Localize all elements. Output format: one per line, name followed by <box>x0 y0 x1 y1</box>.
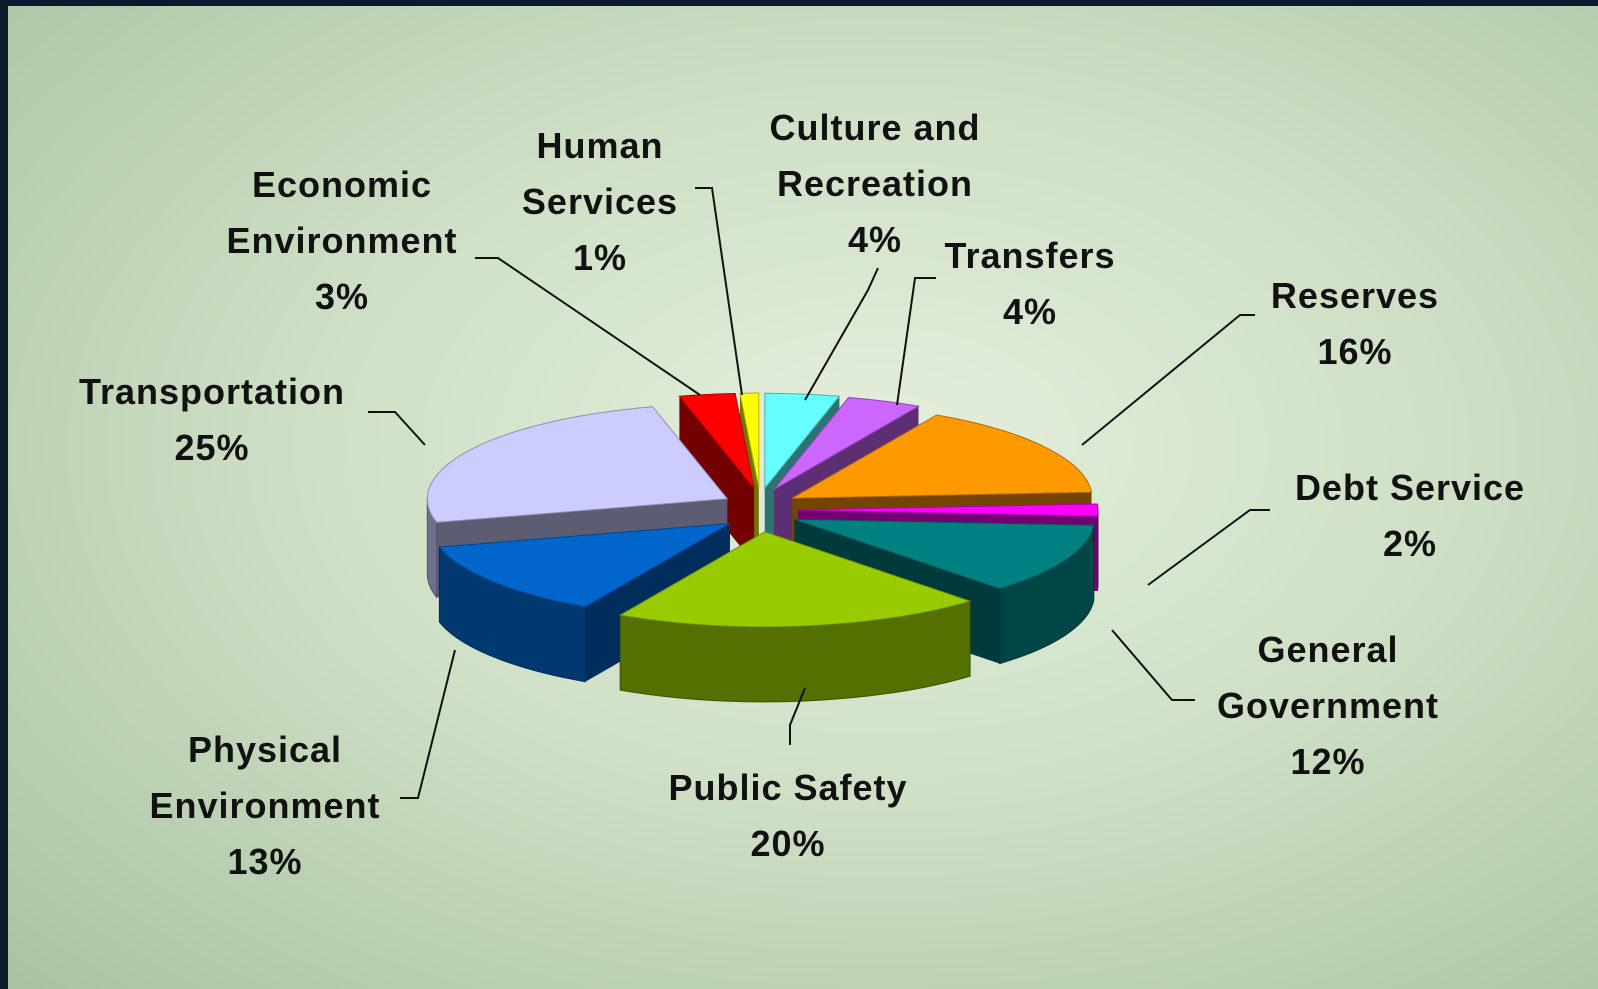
value-label: 12% <box>1188 734 1468 790</box>
category-label: Economic Environment <box>207 157 477 269</box>
category-label: Reserves <box>1245 268 1465 324</box>
value-label: 16% <box>1245 324 1465 380</box>
category-label: Debt Service <box>1260 460 1560 516</box>
slice-side <box>1097 510 1098 591</box>
leader-line <box>368 412 425 445</box>
category-label: Human Services <box>510 118 690 230</box>
category-label: General Government <box>1188 622 1468 734</box>
value-label: 3% <box>207 269 477 325</box>
value-label: 25% <box>52 420 372 476</box>
category-label: Physical Environment <box>130 722 400 834</box>
value-label: 2% <box>1260 516 1560 572</box>
value-label: 20% <box>628 816 948 872</box>
category-label: Public Safety <box>628 760 948 816</box>
page: (() => { const data = JSON.parse(documen… <box>0 0 1598 989</box>
leader-line <box>695 188 742 395</box>
leader-line <box>1148 510 1270 585</box>
value-label: 4% <box>920 284 1140 340</box>
value-label: 1% <box>510 230 690 286</box>
value-label: 13% <box>130 834 400 890</box>
leader-line <box>805 268 878 400</box>
category-label: Culture and Recreation <box>745 100 1005 212</box>
category-label: Transfers <box>920 228 1140 284</box>
category-label: Transportation <box>52 364 372 420</box>
leader-line <box>400 650 455 798</box>
leader-line <box>1112 630 1195 700</box>
